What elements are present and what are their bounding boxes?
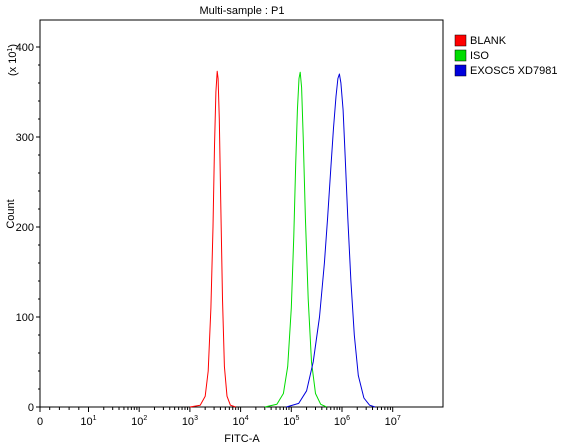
y-axis-label: Count [5, 199, 17, 228]
y-tick-label-200: 200 [16, 222, 34, 234]
y-axis-multiplier-base: (x 10 [7, 52, 19, 76]
legend-swatch-exosc5-xd7981 [454, 64, 467, 77]
y-axis-multiplier-close: ) [7, 44, 19, 48]
x-tick-label: 106 [334, 415, 350, 428]
legend-swatch-blank [454, 34, 467, 47]
x-axis-ticks: 0 101 102 103 104 105 106 107 [37, 407, 401, 428]
series-line-iso [264, 71, 327, 408]
x-tick-label: 107 [385, 415, 401, 428]
chart-title: Multi-sample : P1 [200, 5, 285, 17]
series-line-exosc5-xd7981 [286, 73, 376, 408]
series-lines [189, 70, 376, 408]
y-axis-multiplier-exp: 1 [7, 48, 14, 52]
x-tick-label: 0 [37, 416, 43, 428]
legend-swatch-iso [454, 49, 467, 62]
y-axis-ticks: 0 100 200 300 400 [16, 42, 40, 414]
series-line-blank [189, 70, 236, 408]
legend: BLANK ISO EXOSC5 XD7981 [454, 34, 557, 77]
legend-label-iso: ISO [470, 50, 489, 62]
plot-frame [39, 19, 444, 408]
legend-label-blank: BLANK [470, 35, 507, 47]
y-tick-label-100: 100 [16, 312, 34, 324]
x-axis-label: FITC-A [224, 433, 260, 445]
legend-label-exosc5-xd7981: EXOSC5 XD7981 [470, 65, 557, 77]
x-tick-label: 101 [80, 415, 96, 428]
y-tick-label-0: 0 [28, 402, 34, 414]
x-tick-label: 105 [283, 415, 299, 428]
x-tick-label: 104 [233, 415, 249, 428]
x-tick-label: 102 [131, 415, 147, 428]
y-tick-label-300: 300 [16, 132, 34, 144]
y-tick-label-400: 400 [16, 42, 34, 54]
x-tick-label: 103 [182, 415, 198, 428]
y-axis-multiplier: (x 101) [7, 44, 19, 76]
